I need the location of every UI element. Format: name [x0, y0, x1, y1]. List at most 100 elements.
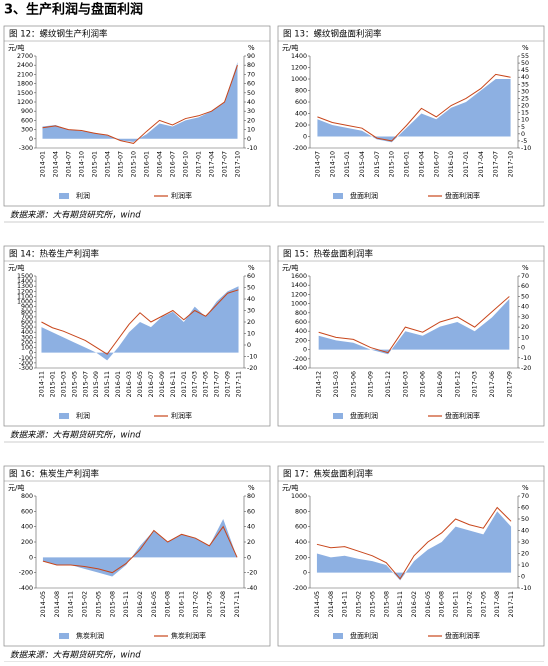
x-tick-label: 2014-04	[53, 151, 60, 177]
y-tick-label: -300	[19, 365, 33, 372]
legend-label: 利润率	[171, 191, 192, 200]
legend-label: 焦炭利润率	[171, 631, 206, 640]
y-tick-label: 400	[21, 329, 33, 336]
y2-tick-label: 0	[521, 574, 525, 581]
y-unit: 元/吨	[8, 43, 24, 52]
y-unit: 元/吨	[282, 43, 298, 52]
x-tick-label: 2016-01	[144, 151, 151, 177]
margin-line	[316, 506, 512, 580]
x-tick-label: 2017-02	[192, 591, 199, 617]
y-tick-label: 800	[295, 88, 307, 95]
x-tick-label: 2017-07	[214, 371, 221, 397]
x-tick-label: 2015-09	[93, 371, 100, 397]
panel-frame	[277, 25, 545, 207]
y2-tick-label: 90	[247, 53, 255, 60]
y-tick-label: -400	[293, 365, 307, 372]
x-tick-label: 2016-07	[170, 151, 177, 177]
y2-tick-label: -5	[521, 138, 527, 145]
x-tick-label: 2016-09	[437, 371, 444, 397]
y2-tick-label: 30	[521, 88, 529, 95]
legend-swatch	[333, 193, 343, 199]
y-tick-label: 900	[21, 304, 33, 311]
y-tick-label: 400	[295, 539, 307, 546]
x-tick-label: 2016-08	[165, 591, 172, 617]
y-tick-label: 1400	[17, 278, 33, 285]
y2-tick-label: 20	[247, 539, 255, 546]
x-tick-label: 2016-01	[404, 151, 411, 177]
y-tick-label: 1000	[291, 301, 307, 308]
y-tick-label: 800	[21, 309, 33, 316]
x-tick-label: 2015-05	[95, 591, 102, 617]
y-tick-label: 1500	[17, 273, 33, 280]
x-tick-label: 2017-05	[480, 591, 487, 617]
y-tick-label: 300	[21, 127, 33, 134]
y2-tick-label: 30	[247, 308, 255, 315]
y-unit: 元/吨	[282, 263, 298, 272]
y-tick-label: 800	[295, 508, 307, 515]
y2-tick-label: 30	[521, 539, 529, 546]
x-tick-label: 2017-04	[478, 151, 485, 177]
y-tick-label: 0	[29, 136, 33, 143]
x-tick-label: 2017-02	[466, 591, 473, 617]
y2-unit: %	[522, 44, 529, 52]
panel-frame	[3, 25, 271, 207]
y2-tick-label: 60	[247, 273, 255, 280]
y2-tick-label: 60	[521, 283, 529, 290]
y2-tick-label: 40	[521, 304, 529, 311]
y-tick-label: 2100	[17, 71, 33, 78]
y-tick-label: 1200	[17, 99, 33, 106]
y-tick-label: 600	[21, 508, 33, 515]
y-tick-label: 0	[303, 134, 307, 141]
margin-line	[318, 296, 510, 354]
y2-tick-label: 70	[247, 71, 255, 78]
x-tick-label: 2015-11	[104, 371, 111, 397]
x-tick-label: 2015-09	[368, 371, 375, 397]
legend-label: 盘面利润	[350, 191, 378, 200]
x-tick-label: 2017-11	[236, 371, 243, 397]
x-tick-label: 2016-12	[454, 371, 461, 397]
x-tick-label: 2017-06	[489, 371, 496, 397]
y2-unit: %	[248, 264, 255, 272]
y-unit: 元/吨	[8, 483, 24, 492]
data-source: 数据来源：大有期货研究所，wind	[10, 650, 141, 661]
y-tick-label: 400	[21, 524, 33, 531]
y-tick-label: 1200	[291, 291, 307, 298]
y2-tick-label: 45	[521, 67, 529, 74]
profit-area	[42, 62, 238, 142]
legend-swatch	[59, 193, 69, 199]
x-tick-label: 2015-01	[344, 151, 351, 177]
profit-area	[41, 286, 239, 361]
y2-tick-label: 35	[521, 81, 529, 88]
panel-frame	[3, 245, 271, 427]
x-tick-label: 2017-11	[234, 591, 241, 617]
x-tick-label: 2016-11	[179, 591, 186, 617]
y-tick-label: 0	[303, 347, 307, 354]
y-tick-label: 1300	[17, 283, 33, 290]
x-tick-label: 2017-09	[225, 371, 232, 397]
y-tick-label: 1200	[291, 65, 307, 72]
y-tick-label: -300	[19, 145, 33, 152]
y-tick-label: -200	[293, 356, 307, 363]
y2-tick-label: 0	[521, 345, 525, 352]
x-tick-label: 2015-04	[359, 151, 366, 177]
y-unit: 元/吨	[8, 263, 24, 272]
y2-tick-label: 70	[521, 493, 529, 500]
x-tick-label: 2014-05	[40, 591, 47, 617]
x-tick-label: 2015-10	[131, 151, 138, 177]
x-tick-label: 2016-06	[420, 371, 427, 397]
panel-frame	[3, 465, 271, 647]
margin-line	[317, 73, 511, 142]
x-tick-label: 2014-11	[68, 591, 75, 617]
y2-tick-label: 0	[247, 136, 251, 143]
y-tick-label: 1800	[17, 81, 33, 88]
y2-tick-label: 10	[247, 331, 255, 338]
x-tick-label: 2017-10	[508, 151, 515, 177]
y2-tick-label: 40	[247, 99, 255, 106]
legend-swatch	[59, 413, 69, 419]
x-tick-label: 2017-08	[494, 591, 501, 617]
x-tick-label: 2017-01	[181, 371, 188, 397]
x-tick-label: 2014-01	[40, 151, 47, 177]
x-tick-label: 2017-09	[506, 371, 513, 397]
x-tick-label: 2017-10	[235, 151, 242, 177]
legend-label: 盘面利润	[350, 411, 378, 420]
